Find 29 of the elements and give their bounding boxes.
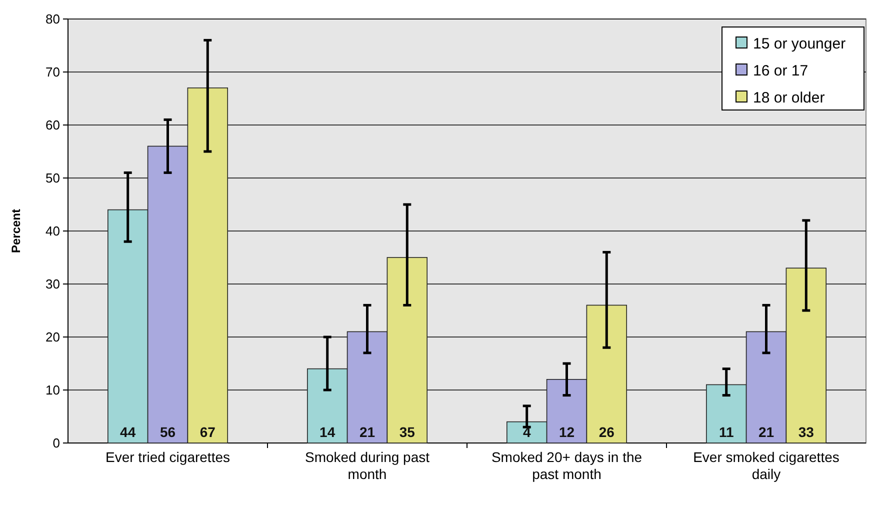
legend-label: 15 or younger — [753, 35, 846, 52]
data-label: 4 — [522, 424, 531, 440]
y-tick-label: 60 — [46, 118, 60, 133]
data-label: 44 — [120, 424, 136, 440]
x-tick-label: Smoked during past month — [304, 449, 430, 482]
data-label: 26 — [598, 424, 615, 440]
y-axis-title: Percent — [9, 208, 23, 254]
y-tick-label: 0 — [52, 436, 60, 451]
y-tick-label: 10 — [46, 382, 60, 398]
y-tick-label: 40 — [46, 224, 60, 239]
x-tick-label: Ever smoked cigarettes daily — [693, 449, 840, 482]
legend-label: 16 or 17 — [753, 62, 808, 80]
data-label: 11 — [718, 424, 734, 440]
data-label: 33 — [798, 424, 814, 440]
data-label: 35 — [399, 424, 416, 440]
data-label: 67 — [200, 424, 216, 440]
data-label: 56 — [160, 424, 176, 440]
data-label: 12 — [558, 424, 575, 440]
y-tick-label: 80 — [46, 12, 60, 27]
y-tick-label: 50 — [46, 170, 60, 186]
legend-label: 18 or older — [753, 89, 825, 106]
data-label: 21 — [359, 424, 376, 440]
x-tick-label: Smoked 20+ days in the past month — [491, 449, 642, 482]
x-tick-label: Ever tried cigarettes — [106, 449, 230, 465]
y-tick-label: 70 — [46, 64, 60, 80]
data-label: 14 — [320, 424, 336, 440]
y-tick-label: 30 — [46, 276, 60, 292]
data-label: 21 — [758, 424, 774, 440]
y-tick-label: 20 — [46, 330, 60, 345]
